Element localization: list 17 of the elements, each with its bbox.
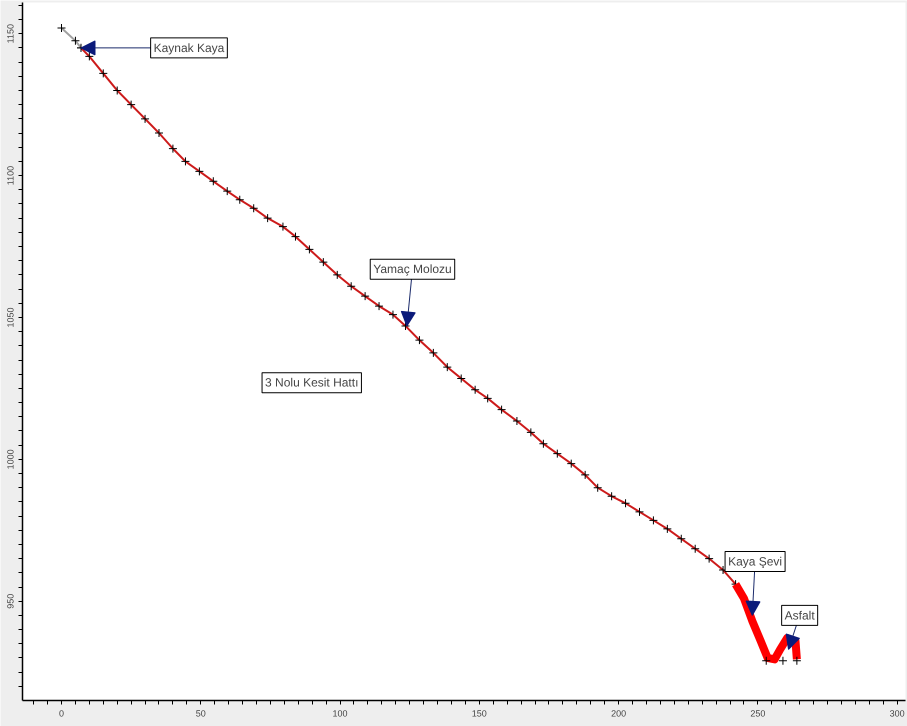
- annotation: Yamaç Molozu: [373, 262, 452, 276]
- x-tick-label: 100: [332, 708, 348, 718]
- x-tick-label: 300: [890, 708, 905, 718]
- annotation: Kaya Şevi: [728, 554, 782, 568]
- annotation: 3 Nolu Kesit Hattı: [265, 376, 358, 390]
- y-tick-label: 1100: [6, 166, 16, 186]
- x-tick-label: 200: [611, 708, 626, 718]
- y-tick-label: 1050: [6, 307, 16, 328]
- x-tick-label: 250: [750, 708, 766, 718]
- x-tick-label: 0: [58, 708, 64, 718]
- y-tick-label: 950: [6, 594, 16, 609]
- x-tick-label: 50: [196, 708, 206, 718]
- y-tick-label: 1150: [6, 24, 16, 44]
- y-tick-label: 1000: [6, 449, 16, 470]
- annotation: Asfalt: [784, 608, 816, 622]
- annotation: Kaynak Kaya: [154, 40, 225, 55]
- x-tick-label: 150: [472, 708, 487, 718]
